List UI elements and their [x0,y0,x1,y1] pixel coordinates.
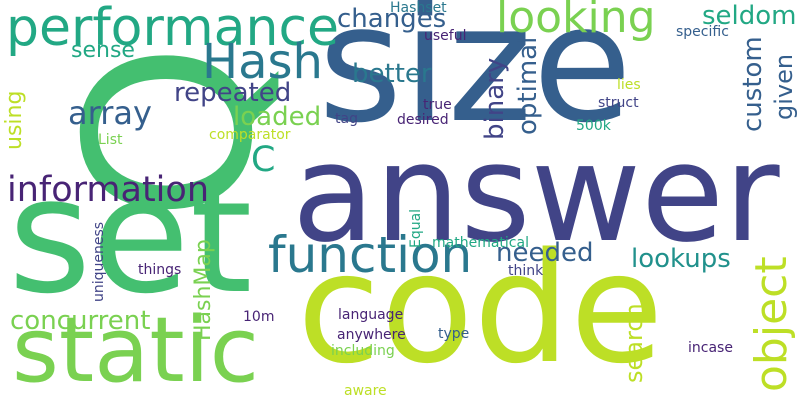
word-tag: tag [335,111,358,127]
word-desired: desired [397,112,449,128]
word-language: language [338,307,404,323]
word-changes: changes [337,4,447,34]
word-repeated: repeated [174,78,292,108]
word-true: true [423,97,452,113]
word-code: code [297,220,664,397]
word-size: size [318,0,633,159]
word-search: search [620,303,648,383]
word-answer: answer [292,115,780,272]
word-struct: struct [598,95,639,111]
word-hash: Hash [202,34,323,90]
word-think: think [508,263,544,279]
word-static: static [12,298,260,400]
word-information: information [7,170,210,210]
word-lies: lies [617,77,641,93]
word-10m: 10m [243,309,275,325]
word-better: better [352,59,432,89]
word-using: using [2,90,27,150]
word-performance: performance [6,0,340,58]
word-looking: looking [496,0,656,43]
word-seldom: seldom [702,1,797,31]
word-comparator: comparator [209,127,291,143]
word-including: including [331,343,395,359]
word-c: C [251,140,276,180]
word-incase: incase [688,340,733,356]
word-sense: sense [71,38,135,63]
word-array: array [68,94,152,132]
word-hashmap: HashMap [191,239,216,341]
word-things: things [138,262,182,278]
word-anywhere: anywhere [337,327,406,343]
word-lookups: lookups [631,244,731,274]
word-hashset: Hashset [390,0,447,16]
word-function: function [268,226,473,284]
word-specific: specific [676,24,729,40]
word-set: set [8,142,253,329]
word-binary: binary [480,57,510,140]
word-given: given [770,53,798,120]
word-needed: needed [496,238,594,268]
word-uniqueness: uniqueness [91,221,107,302]
word-equal: Equal [408,208,424,248]
word-500k: 500k [576,118,611,134]
word-concurrent: concurrent [10,306,151,336]
word-loaded: loaded [233,102,322,132]
word-useful: useful [424,28,467,44]
word-type: type [438,326,470,342]
word-optimal: optimal [513,36,543,135]
word-mathematical: mathematical [432,235,529,251]
word-object: object [746,256,797,392]
word-aware: aware [344,383,387,399]
word-list: List [98,132,123,148]
word-custom: custom [738,36,768,132]
